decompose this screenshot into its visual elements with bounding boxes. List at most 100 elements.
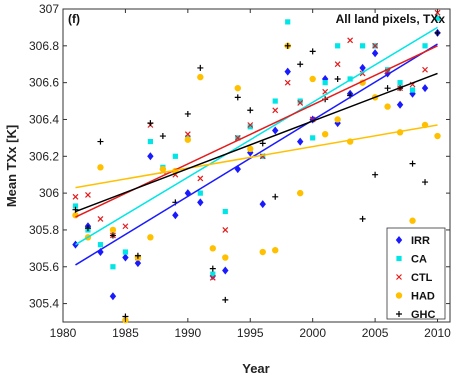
point-ghc [272, 193, 279, 200]
x-axis-label: Year [242, 361, 269, 376]
point-had [434, 132, 441, 140]
point-ca [197, 190, 203, 196]
point-ca [247, 124, 253, 130]
point-ctl [97, 215, 104, 222]
point-had [384, 103, 391, 110]
point-ctl [72, 193, 79, 200]
point-had [97, 164, 104, 171]
point-ghc [297, 61, 304, 68]
point-ghc [84, 225, 91, 232]
point-ghc [184, 110, 191, 117]
legend: IRR CA CTL HAD GHC [386, 227, 446, 321]
chart-marks [72, 9, 441, 324]
point-had [409, 217, 416, 224]
point-irr [222, 266, 229, 275]
point-irr [97, 248, 104, 257]
point-ghc [309, 48, 316, 55]
point-ctl [85, 192, 91, 198]
legend-marker-irr [395, 236, 403, 244]
trend-line-ghc [75, 72, 438, 213]
legend-label-ca: CA [411, 254, 427, 266]
panel-label: (f) [68, 12, 80, 26]
point-ghc [259, 140, 266, 147]
point-ca [335, 43, 341, 49]
point-irr [147, 152, 154, 161]
y-tick-label: 306.6 [29, 76, 59, 90]
point-ctl [247, 122, 254, 128]
point-irr [122, 253, 129, 262]
y-tick-label: 305.8 [29, 223, 59, 237]
point-ca [347, 76, 353, 82]
x-tick-label: 2000 [299, 326, 326, 340]
point-had [272, 246, 279, 254]
point-ghc [247, 107, 254, 114]
point-ghc [222, 296, 229, 303]
y-tick-label: 306.2 [29, 149, 59, 163]
y-tick-label: 305.4 [29, 297, 59, 311]
point-ghc [234, 94, 241, 101]
point-ctl [372, 42, 379, 49]
point-irr [197, 198, 204, 207]
point-ghc [359, 215, 366, 222]
point-ctl [284, 79, 291, 86]
x-tick-label: 1980 [50, 326, 77, 340]
point-ca [434, 15, 441, 21]
point-ghc [197, 64, 204, 71]
point-ca [272, 98, 278, 104]
point-ghc [409, 160, 416, 167]
point-had [309, 75, 316, 83]
y-tick-label: 306.4 [29, 112, 59, 126]
point-had [109, 226, 117, 234]
point-irr [359, 63, 366, 72]
point-had [159, 165, 167, 173]
point-ghc [384, 85, 391, 92]
x-tick-label: 2005 [362, 326, 389, 340]
point-ca [110, 264, 116, 270]
y-tick-label: 305.6 [29, 260, 59, 274]
point-irr [371, 49, 379, 58]
point-ca [72, 203, 79, 209]
point-ghc [109, 232, 116, 239]
point-ca [310, 135, 316, 141]
legend-marker-ca [396, 255, 402, 262]
point-ghc [134, 252, 141, 259]
point-ca [172, 153, 178, 159]
legend-label-ghc: GHC [411, 309, 436, 321]
point-ca [147, 138, 153, 145]
point-ca [97, 242, 104, 248]
point-ghc [334, 75, 341, 82]
y-axis-label: Mean TXx [K] [4, 125, 19, 207]
point-ctl [122, 223, 129, 230]
point-ca [422, 43, 428, 49]
point-irr [172, 211, 179, 220]
point-had [321, 131, 329, 138]
point-irr [272, 126, 279, 135]
point-had [222, 254, 229, 261]
point-ctl [334, 61, 341, 68]
point-ca [360, 43, 366, 49]
point-ca [210, 271, 216, 277]
y-tick-label: 306 [39, 186, 59, 200]
y-tick-label: 307 [39, 2, 59, 16]
point-ctl [184, 131, 191, 138]
point-ca [297, 98, 303, 104]
point-ca [322, 80, 328, 86]
point-ca [222, 208, 228, 215]
point-ca [285, 19, 291, 25]
point-ghc [147, 120, 154, 127]
point-irr [421, 84, 429, 93]
trend-line-irr [75, 43, 438, 266]
trend-line-had [75, 124, 438, 189]
trend-lines [75, 26, 438, 266]
x-tick-label: 1995 [237, 326, 264, 340]
point-irr [134, 259, 142, 268]
plot-area [62, 8, 451, 323]
point-ghc [209, 265, 216, 272]
point-ca [409, 87, 416, 93]
legend-label-had: HAD [411, 291, 435, 303]
point-ca [122, 249, 129, 255]
point-irr [284, 67, 291, 76]
point-ghc [434, 29, 441, 36]
point-irr [396, 100, 404, 109]
